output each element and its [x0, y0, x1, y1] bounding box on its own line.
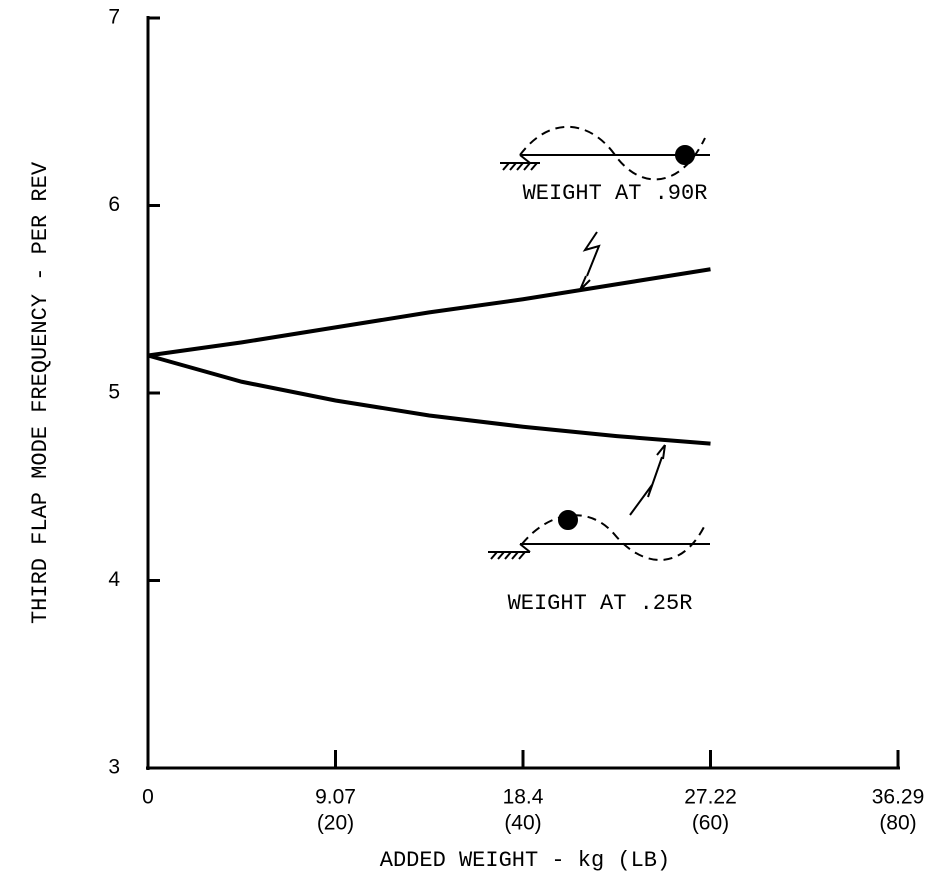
y-tick-label: 3 [108, 756, 120, 779]
x-tick-sublabel: (40) [504, 812, 541, 835]
beam-sketch-upper [500, 125, 710, 291]
x-axis-label: ADDED WEIGHT - kg (LB) [380, 848, 670, 873]
x-tick-label: 9.07 [315, 786, 356, 809]
y-tick-label: 7 [108, 6, 120, 29]
x-tick-sublabel: (60) [692, 812, 729, 835]
x-tick-label: 0 [142, 786, 154, 809]
annotation: WEIGHT AT .90R [523, 181, 708, 206]
y-tick-label: 4 [108, 568, 120, 591]
x-tick-label: 36.29 [872, 786, 925, 809]
x-tick-sublabel: (20) [317, 812, 354, 835]
line [147, 353, 711, 446]
y-axis-label: THIRD FLAP MODE FREQUENCY - PER REV [28, 161, 53, 624]
y-tick-label: 6 [108, 193, 120, 216]
x-tick-label: 18.4 [503, 786, 544, 809]
line [147, 267, 711, 358]
annotation: WEIGHT AT .25R [508, 591, 693, 616]
x-tick-label: 27.22 [684, 786, 737, 809]
beam-sketch-lower [488, 444, 710, 561]
x-tick-sublabel: (80) [879, 812, 916, 835]
y-tick-label: 5 [108, 381, 120, 404]
